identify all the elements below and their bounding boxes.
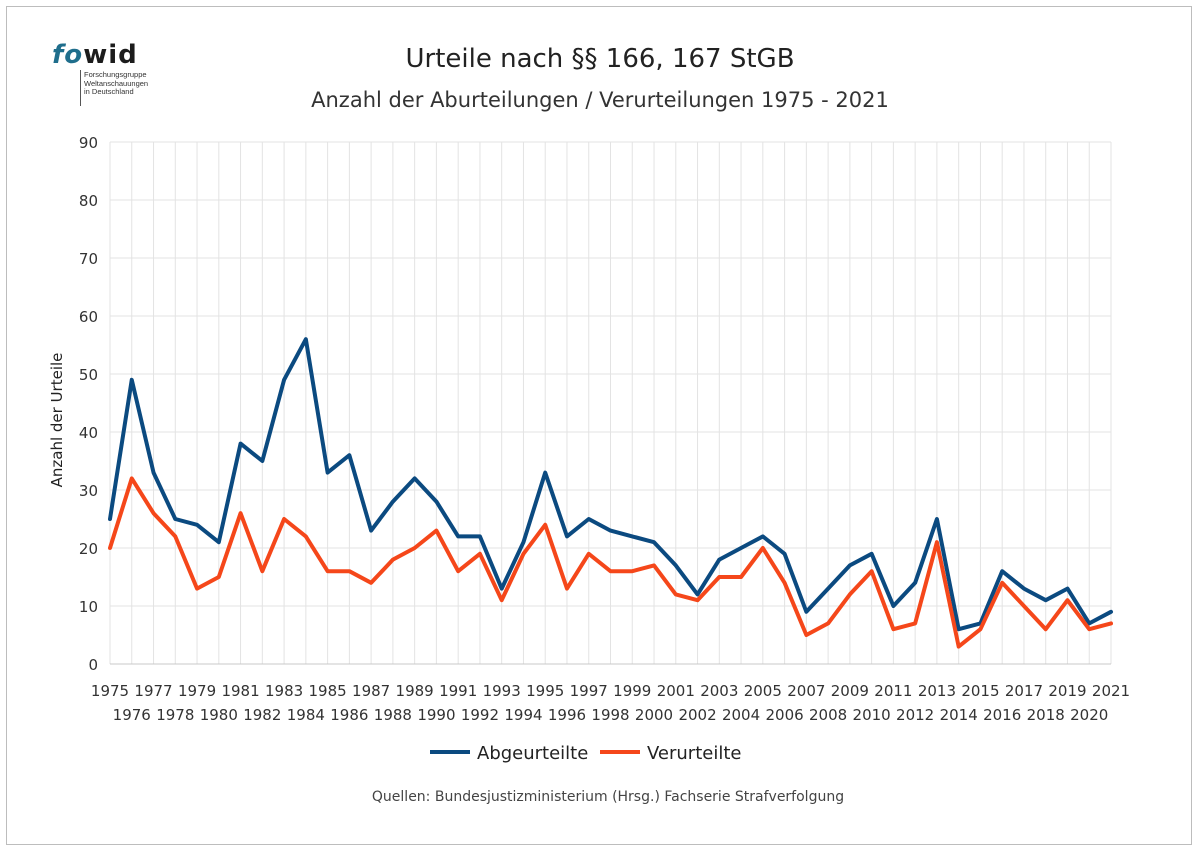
- logo-fo-text: fo: [52, 40, 84, 70]
- chart-frame: [6, 6, 1192, 845]
- x-tick-label: 2004: [722, 706, 760, 724]
- y-tick-label: 0: [88, 656, 98, 674]
- y-tick-label: 10: [79, 598, 98, 616]
- x-tick-label: 2012: [896, 706, 934, 724]
- fowid-logo: fowid Forschungsgruppe Weltanschauungen …: [52, 40, 172, 110]
- x-tick-label: 1979: [178, 682, 216, 700]
- x-tick-label: 1992: [461, 706, 499, 724]
- x-tick-label: 2019: [1048, 682, 1086, 700]
- x-tick-label: 1985: [309, 682, 347, 700]
- series-line-abgeurteilte: [108, 337, 1113, 632]
- x-tick-label: 1984: [287, 706, 325, 724]
- logo-line-2: Weltanschauungen: [84, 78, 149, 88]
- y-tick-label: 90: [79, 134, 98, 152]
- x-tick-label: 1976: [113, 706, 151, 724]
- x-tick-label: 1986: [330, 706, 368, 724]
- y-tick-label: 30: [79, 482, 98, 500]
- y-tick-label: 80: [79, 192, 98, 210]
- x-tick-label: 1977: [134, 682, 172, 700]
- chart-title: Urteile nach §§ 166, 167 StGB: [405, 44, 795, 74]
- y-tick-label: 50: [79, 366, 98, 384]
- x-tick-label: 2001: [657, 682, 695, 700]
- x-tick-label: 2014: [940, 706, 978, 724]
- series-line-verurteilte: [108, 476, 1113, 649]
- x-tick-label: 1998: [591, 706, 629, 724]
- x-tick-label: 1991: [439, 682, 477, 700]
- y-axis-label: Anzahl der Urteile: [48, 353, 66, 488]
- chart-subtitle: Anzahl der Aburteilungen / Verurteilunge…: [311, 88, 889, 112]
- x-tick-label: 2018: [1027, 706, 1065, 724]
- x-tick-label: 2000: [635, 706, 673, 724]
- x-tick-label: 1995: [526, 682, 564, 700]
- x-tick-label: 1988: [374, 706, 412, 724]
- x-tick-label: 1989: [396, 682, 434, 700]
- y-tick-label: 60: [79, 308, 98, 326]
- logo-line-1: Forschungsgruppe: [84, 70, 147, 79]
- x-tick-label: 1999: [613, 682, 651, 700]
- logo-line-3: in Deutschland: [84, 87, 134, 96]
- legend-label-verurteilte: Verurteilte: [647, 743, 741, 764]
- x-tick-label: 2016: [983, 706, 1021, 724]
- source-note: Quellen: Bundesjustizministerium (Hrsg.)…: [371, 789, 845, 805]
- x-tick-label: 1994: [504, 706, 542, 724]
- x-tick-label: 2010: [853, 706, 891, 724]
- x-tick-label: 2015: [961, 682, 999, 700]
- x-tick-label: 1983: [265, 682, 303, 700]
- x-tick-label: 2011: [874, 682, 912, 700]
- x-tick-label: 2020: [1070, 706, 1108, 724]
- x-tick-label: 2007: [787, 682, 825, 700]
- x-tick-label: 2021: [1092, 682, 1130, 700]
- x-tick-label: 2006: [765, 706, 803, 724]
- x-tick-label: 1982: [243, 706, 281, 724]
- logo-subtitle: Forschungsgruppe Weltanschauungen in Deu…: [84, 70, 149, 97]
- x-tick-label: 1987: [352, 682, 390, 700]
- y-tick-label: 70: [79, 250, 98, 268]
- x-tick-label: 1980: [200, 706, 238, 724]
- logo-wordmark: fowid: [52, 40, 138, 70]
- x-tick-label: 1981: [221, 682, 259, 700]
- legend-label-abgeurteilte: Abgeurteilte: [477, 743, 588, 764]
- x-tick-label: 1990: [417, 706, 455, 724]
- x-tick-label: 2009: [831, 682, 869, 700]
- x-tick-label: 1996: [548, 706, 586, 724]
- logo-wid-text: wid: [83, 40, 138, 70]
- x-tick-label: 2008: [809, 706, 847, 724]
- x-tick-label: 2013: [918, 682, 956, 700]
- x-tick-label: 2002: [678, 706, 716, 724]
- y-tick-label: 20: [79, 540, 98, 558]
- x-tick-label: 1978: [156, 706, 194, 724]
- y-tick-label: 40: [79, 424, 98, 442]
- logo-divider: [80, 70, 81, 106]
- x-tick-label: 1997: [570, 682, 608, 700]
- x-tick-label: 1993: [483, 682, 521, 700]
- x-tick-label: 2005: [744, 682, 782, 700]
- x-tick-label: 2017: [1005, 682, 1043, 700]
- x-tick-label: 1975: [91, 682, 129, 700]
- x-tick-label: 2003: [700, 682, 738, 700]
